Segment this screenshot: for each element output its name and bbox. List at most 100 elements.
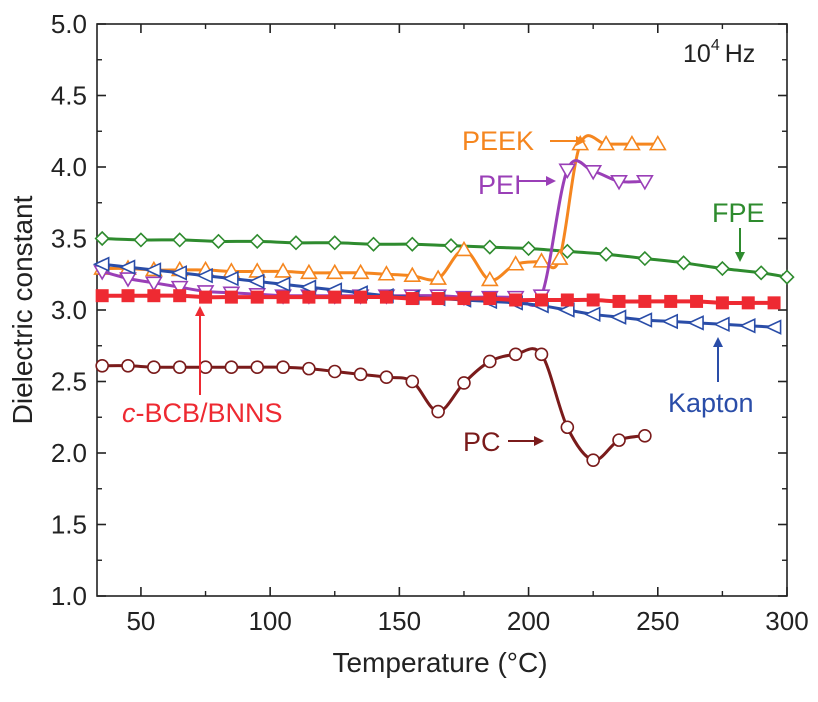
series-c-bcb-bnns <box>95 289 781 310</box>
point-fpe <box>365 236 382 252</box>
arrow-pc <box>508 436 544 446</box>
point-c-bcb-bnns <box>302 290 316 304</box>
point-c-bcb-bnns <box>767 296 781 310</box>
point-pc <box>276 360 290 375</box>
x-tick-label: 300 <box>765 606 808 636</box>
point-kapton <box>273 276 291 293</box>
point-pc <box>353 367 368 382</box>
point-kapton <box>247 273 265 290</box>
point-fpe <box>637 250 653 267</box>
series-line-peek <box>102 134 658 282</box>
x-tick-label: 200 <box>507 606 550 636</box>
point-kapton <box>557 302 575 318</box>
point-pei <box>119 272 137 288</box>
point-peek <box>274 262 292 278</box>
point-kapton <box>118 259 136 275</box>
x-tick-label: 150 <box>378 606 421 636</box>
point-pc <box>121 358 135 373</box>
point-c-bcb-bnns <box>224 290 238 304</box>
point-pei <box>610 175 628 191</box>
point-peek <box>648 135 667 151</box>
point-c-bcb-bnns <box>95 289 109 303</box>
point-kapton <box>738 317 756 334</box>
point-fpe <box>94 230 110 247</box>
y-tick-label: 2.0 <box>51 438 87 468</box>
arrow-peek <box>550 136 586 146</box>
series-line-pc <box>102 347 646 462</box>
point-peek <box>377 265 396 281</box>
point-pei <box>144 276 163 292</box>
arrow-fpe <box>735 228 745 262</box>
point-pei <box>635 175 654 191</box>
point-c-bcb-bnns <box>509 293 523 307</box>
point-pc <box>483 354 497 369</box>
point-c-bcb-bnns <box>379 290 393 304</box>
point-peek <box>351 263 370 280</box>
point-peek <box>248 262 267 278</box>
point-kapton <box>221 270 239 287</box>
point-pc <box>95 358 109 373</box>
frequency-base: 10 <box>683 40 711 68</box>
y-tick-label: 1.0 <box>51 581 87 611</box>
point-pc <box>508 347 523 362</box>
point-kapton <box>144 262 162 278</box>
point-peek <box>455 240 473 257</box>
point-peek <box>532 252 551 268</box>
point-pei <box>584 164 603 181</box>
frequency-exponent: 4 <box>711 37 720 54</box>
series-peek <box>93 134 667 287</box>
series-fpe <box>94 230 795 285</box>
point-c-bcb-bnns <box>173 289 187 303</box>
point-pc <box>250 360 265 375</box>
y-tick-label: 4.0 <box>51 152 87 182</box>
point-fpe <box>598 246 614 262</box>
arrow-kapton <box>713 337 723 382</box>
point-peek <box>325 263 344 280</box>
point-fpe <box>288 235 304 251</box>
point-c-bcb-bnns <box>664 294 678 308</box>
axes-layer: 50 100 150 200 250 300 1.0 1.5 2.0 2.5 3.0 3.5 4.0 4.… <box>51 9 809 636</box>
point-c-bcb-bnns <box>250 290 264 304</box>
point-fpe <box>520 240 537 257</box>
point-c-bcb-bnns <box>354 290 368 304</box>
point-kapton <box>635 312 653 328</box>
point-pc <box>405 374 420 389</box>
point-fpe <box>133 232 149 248</box>
point-pc <box>147 360 161 375</box>
label-pei: PEI <box>478 170 522 200</box>
point-peek <box>597 135 615 151</box>
point-peek <box>429 269 448 285</box>
label-kapton: Kapton <box>668 388 754 418</box>
point-fpe <box>172 232 188 248</box>
series-pei <box>93 159 654 307</box>
point-pc <box>379 370 394 385</box>
y-tick-label: 5.0 <box>51 9 87 39</box>
series-layer <box>92 134 795 467</box>
label-bcb-bnns: c-BCB/BNNS <box>122 398 283 428</box>
y-tick-label: 1.5 <box>51 510 87 540</box>
point-kapton <box>609 309 627 325</box>
point-c-bcb-bnns <box>147 289 161 303</box>
point-kapton <box>712 316 730 333</box>
point-c-bcb-bnns <box>560 293 574 307</box>
point-pc <box>586 453 600 467</box>
point-c-bcb-bnns <box>715 296 729 310</box>
point-peek <box>550 249 569 265</box>
point-peek <box>506 255 525 271</box>
point-kapton <box>661 313 679 330</box>
point-c-bcb-bnns <box>741 296 755 310</box>
point-pei <box>558 163 577 179</box>
point-fpe <box>779 269 795 285</box>
point-pc <box>534 347 549 362</box>
arrow-bcb-bnns <box>195 306 205 395</box>
x-axis-title: Temperature (°C) <box>332 647 547 678</box>
point-pc <box>638 429 652 443</box>
x-tick-label: 50 <box>126 606 155 636</box>
point-kapton <box>196 267 213 284</box>
point-pc <box>198 360 213 375</box>
point-pc <box>560 420 575 435</box>
y-tick-label: 4.5 <box>51 81 87 111</box>
point-c-bcb-bnns <box>534 293 548 307</box>
point-c-bcb-bnns <box>586 293 600 307</box>
point-fpe <box>210 233 227 249</box>
